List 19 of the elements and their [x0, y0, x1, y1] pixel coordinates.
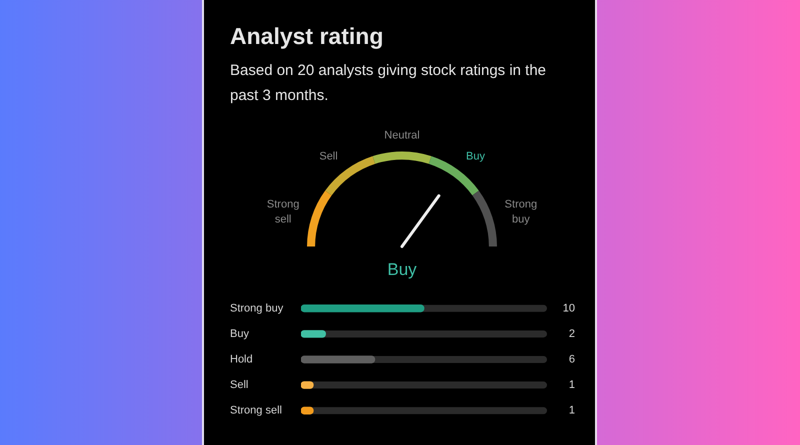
y-tick-label: Sell [230, 379, 248, 392]
data-label: 10 [562, 302, 575, 314]
data-label: 6 [568, 354, 575, 366]
text: Buy [387, 260, 418, 280]
y-tick-label: Hold [230, 354, 253, 366]
data-label: 1 [568, 404, 575, 417]
y-tick-label: Buy [230, 328, 250, 340]
data-label: 2 [568, 328, 575, 340]
slice-label: Strong sell [266, 198, 300, 226]
slice-label: Sell [319, 150, 338, 163]
slice-label: Buy [466, 150, 486, 163]
bar [301, 330, 326, 338]
chart-title: Analyst rating [230, 22, 384, 51]
slice-label: Strong buy [504, 198, 538, 226]
slice-label: Neutral [384, 130, 420, 142]
data-label: 1 [568, 379, 575, 392]
y-tick-label: Strong sell [230, 404, 282, 417]
y-tick-label: Strong buy [230, 302, 284, 314]
chart-subtitle: Based on 20 analysts giving stock ratings in the past 3 months. [230, 61, 548, 106]
